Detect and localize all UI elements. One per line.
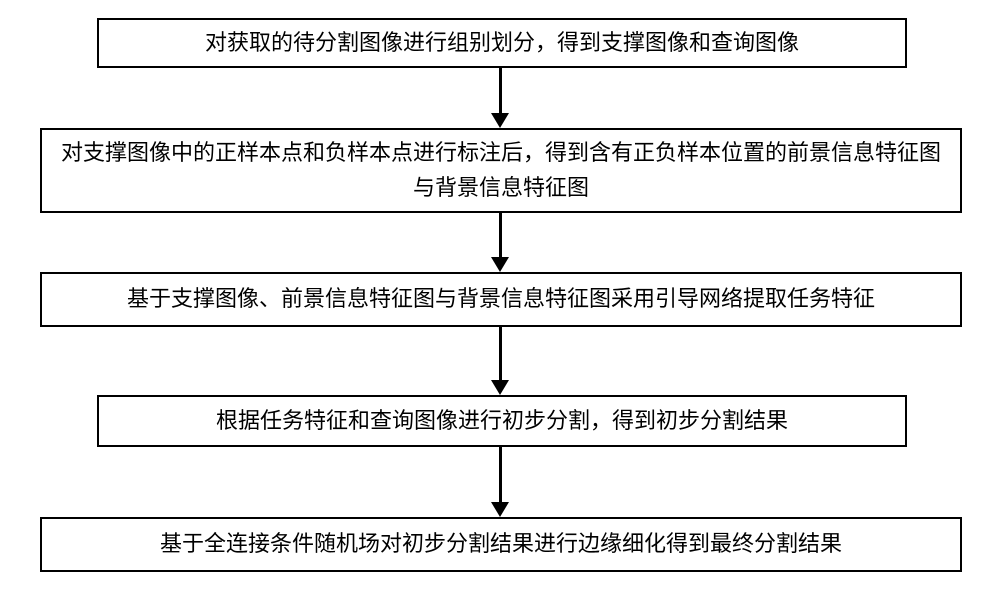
node-text: 对支撑图像中的正样本点和负样本点进行标注后，得到含有正负样本位置的前景信息特征图… <box>52 136 950 204</box>
flow-node-4: 根据任务特征和查询图像进行初步分割，得到初步分割结果 <box>97 395 907 447</box>
arrow-2-head <box>491 257 509 272</box>
arrow-1-head <box>491 113 509 128</box>
flow-node-5: 基于全连接条件随机场对初步分割结果进行边缘细化得到最终分割结果 <box>40 517 962 572</box>
arrow-4-head <box>491 502 509 517</box>
arrow-2-line <box>499 213 502 257</box>
flow-node-2: 对支撑图像中的正样本点和负样本点进行标注后，得到含有正负样本位置的前景信息特征图… <box>40 128 962 213</box>
arrow-4-line <box>499 447 502 502</box>
arrow-1-line <box>499 68 502 113</box>
node-text: 基于全连接条件随机场对初步分割结果进行边缘细化得到最终分割结果 <box>160 527 842 561</box>
flowchart-canvas: 对获取的待分割图像进行组别划分，得到支撑图像和查询图像 对支撑图像中的正样本点和… <box>0 0 1000 616</box>
flow-node-1: 对获取的待分割图像进行组别划分，得到支撑图像和查询图像 <box>97 18 907 68</box>
arrow-3-line <box>499 327 502 380</box>
arrow-3-head <box>491 380 509 395</box>
node-text: 根据任务特征和查询图像进行初步分割，得到初步分割结果 <box>216 404 788 438</box>
node-text: 对获取的待分割图像进行组别划分，得到支撑图像和查询图像 <box>205 26 799 60</box>
node-text: 基于支撑图像、前景信息特征图与背景信息特征图采用引导网络提取任务特征 <box>127 282 875 316</box>
flow-node-3: 基于支撑图像、前景信息特征图与背景信息特征图采用引导网络提取任务特征 <box>40 272 962 327</box>
